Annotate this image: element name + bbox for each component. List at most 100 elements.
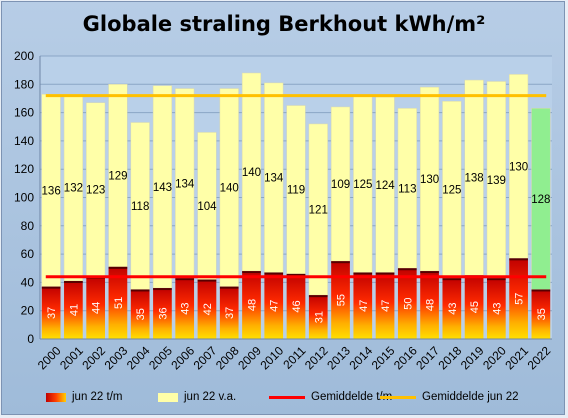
bar-lower-2014 [353,272,373,339]
data-label-lower-2015: 47 [380,300,392,312]
y-tick-label-0: 0 [27,332,34,346]
data-label-lower-2017: 48 [425,299,437,311]
bar-lower-cap-2011 [286,273,306,276]
data-label-upper-2017: 130 [420,174,439,186]
bar-lower-2015 [375,272,395,339]
bar-lower-2000 [41,286,61,339]
bar-lower-cap-2016 [397,268,417,271]
data-label-upper-2002: 123 [86,185,105,197]
data-label-upper-2000: 136 [42,185,61,197]
data-label-upper-2016: 113 [398,183,416,195]
x-tick-label-2021: 2021 [502,343,531,372]
data-label-lower-2001: 41 [68,304,80,316]
legend-label-average-1: Gemiddelde t/m [311,391,393,403]
data-label-lower-2006: 43 [180,302,192,314]
data-label-upper-2003: 129 [108,171,127,183]
bar-lower-2017 [420,271,439,339]
bar-lower-cap-2008 [219,286,239,289]
bar-lower-2018 [442,278,462,339]
x-tick-label-2010: 2010 [257,343,286,372]
x-tick-label-2016: 2016 [391,343,420,372]
bar-lower-2005 [153,288,172,339]
bar-lower-2010 [264,272,284,339]
x-tick-label-2006: 2006 [168,343,197,372]
data-label-lower-2004: 35 [135,308,147,320]
data-label-lower-2019: 45 [469,301,481,313]
y-tick-label-40: 40 [21,275,35,289]
bar-lower-2004 [130,289,150,339]
legend-item-average-2: Gemiddelde jun 22 [380,391,519,403]
x-tick-label-2007: 2007 [191,343,220,372]
data-label-upper-2021: 130 [509,161,528,173]
bar-lower-cap-2000 [41,286,61,289]
legend-swatch-average-2 [380,395,416,399]
data-label-upper-2010: 134 [264,173,284,185]
legend-item-series-1: jun 22 t/m [46,391,123,403]
bar-lower-2011 [286,273,306,339]
bar-lower-cap-2004 [130,289,150,292]
bar-lower-cap-2013 [331,261,350,264]
legend-swatch-average-1 [269,395,305,399]
y-tick-label-120: 120 [14,162,34,176]
legend-item-average-1: Gemiddelde t/m [269,391,392,403]
bar-lower-2009 [242,271,261,339]
data-label-lower-2011: 46 [291,300,303,312]
x-tick-label-2017: 2017 [413,343,442,372]
bar-lower-cap-2018 [442,278,462,281]
y-tick-label-200: 200 [14,49,34,63]
bar-lower-cap-2010 [264,272,284,275]
data-label-lower-2021: 57 [514,293,526,305]
y-tick-label-60: 60 [21,247,35,261]
y-tick-label-160: 160 [14,106,34,120]
bar-lower-2020 [486,278,506,339]
x-tick-label-2018: 2018 [436,343,465,372]
x-tick-label-2012: 2012 [302,343,331,372]
x-tick-label-2014: 2014 [346,343,375,372]
bar-lower-2008 [219,286,239,339]
data-label-upper-2007: 104 [197,201,217,213]
bar-lower-2002 [86,276,106,339]
bar-lower-2012 [308,295,328,339]
data-label-upper-2014: 125 [353,179,372,191]
legend-swatch-series-1 [46,392,66,402]
data-label-upper-2011: 119 [287,185,305,197]
bar-lower-2006 [175,278,195,339]
data-label-upper-2020: 139 [487,175,506,187]
bar-lower-2016 [397,268,417,339]
data-label-upper-2008: 140 [220,183,239,195]
bar-lower-cap-2015 [375,272,395,275]
bar-lower-2001 [64,280,83,339]
data-label-lower-2013: 55 [336,294,348,306]
bar-lower-cap-2021 [509,258,528,261]
x-tick-label-2002: 2002 [79,343,108,372]
data-label-lower-2008: 37 [224,307,236,319]
legend: jun 22 t/m jun 22 v.a. Gemiddelde t/m Ge… [0,391,568,407]
data-label-lower-2002: 44 [91,302,103,314]
data-label-upper-2018: 125 [442,185,461,197]
data-label-upper-2022: 128 [531,194,550,206]
legend-label-series-1: jun 22 t/m [72,391,123,403]
data-label-lower-2020: 43 [491,302,503,314]
bar-lower-2013 [331,261,350,339]
bar-lower-2019 [464,275,484,339]
bar-lower-cap-2012 [308,295,328,298]
data-label-lower-2010: 47 [269,300,281,312]
chart-title: Globale straling Berkhout kWh/m² [82,12,486,36]
x-tick-label-2004: 2004 [124,343,153,372]
data-label-lower-2022: 35 [536,308,548,320]
bar-lower-cap-2001 [64,280,83,283]
y-tick-label-100: 100 [14,191,34,205]
data-label-lower-2009: 48 [246,299,258,311]
data-label-upper-2012: 121 [309,205,328,217]
x-tick-label-2009: 2009 [235,343,264,372]
x-tick-label-2011: 2011 [280,343,308,371]
data-label-lower-2012: 31 [313,311,325,323]
data-label-lower-2000: 37 [46,307,58,319]
data-label-upper-2013: 109 [331,179,350,191]
data-label-lower-2016: 50 [402,298,414,310]
x-tick-label-2015: 2015 [369,343,398,372]
data-label-upper-2006: 134 [175,178,195,190]
bar-lower-2021 [509,258,528,339]
bar-lower-2007 [197,279,217,339]
